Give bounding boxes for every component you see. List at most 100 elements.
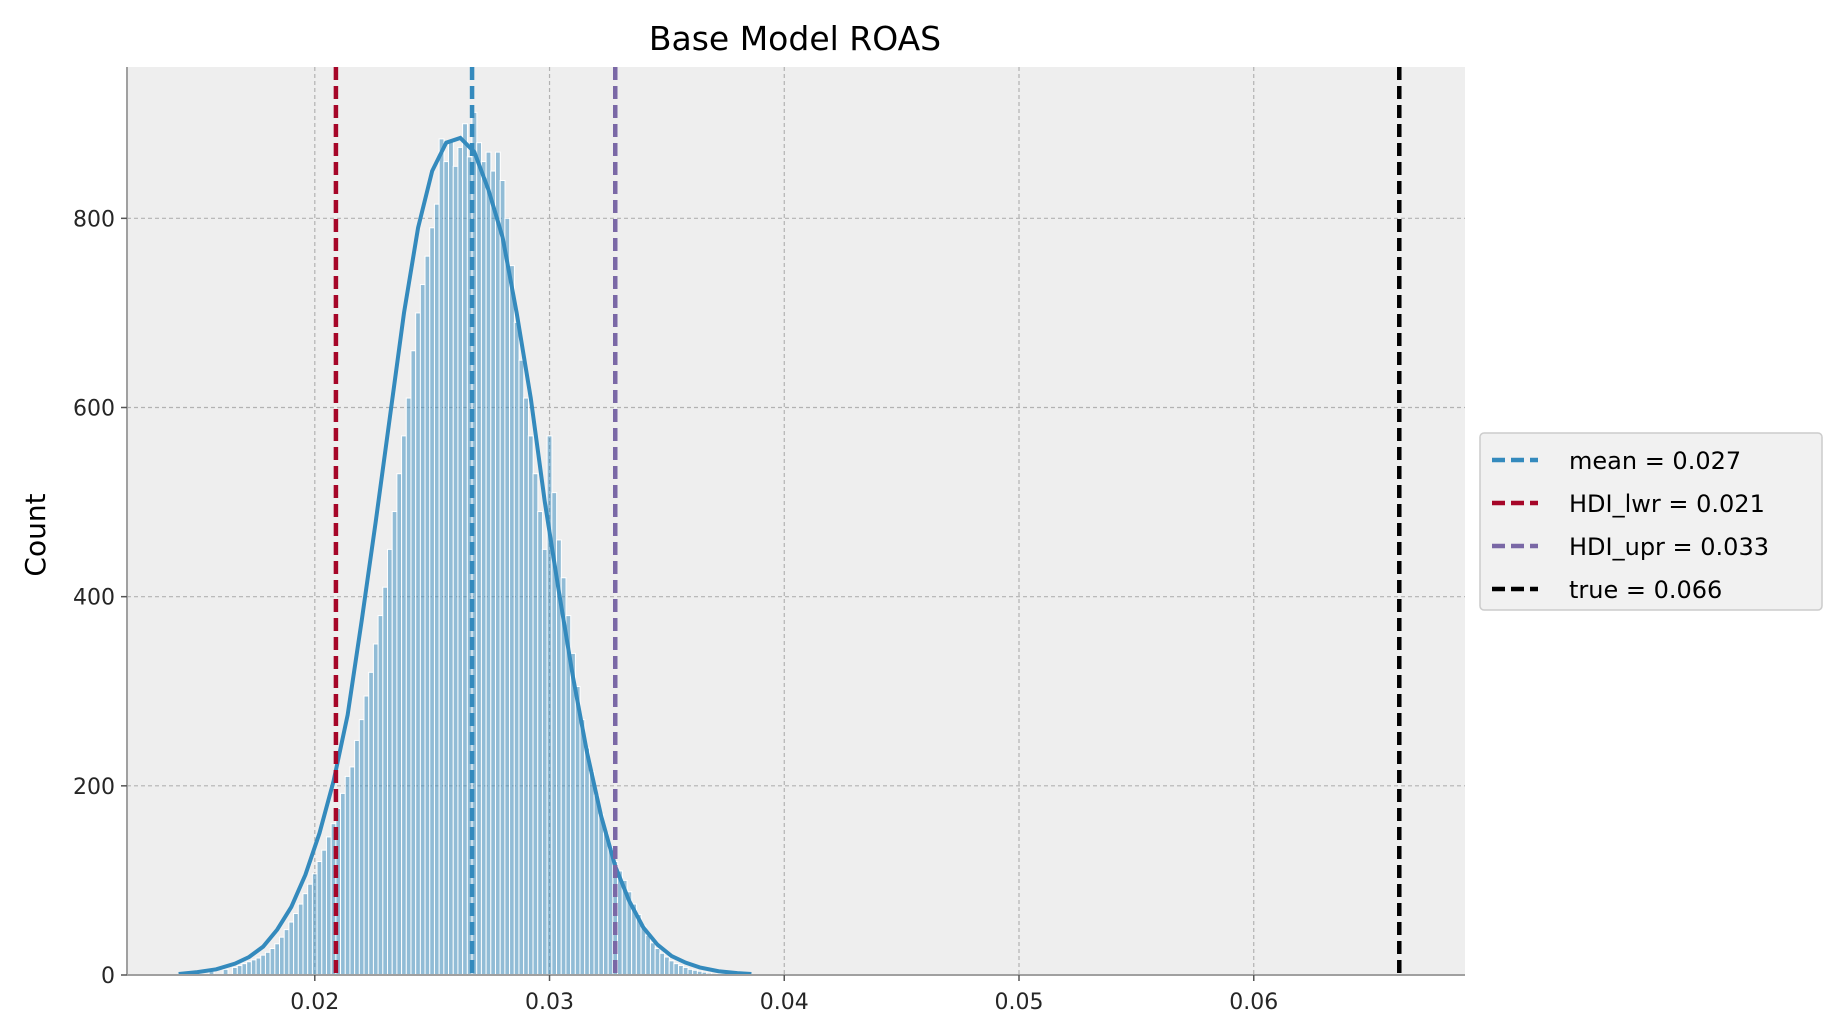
- histogram-bar: [499, 180, 506, 976]
- histogram-bar: [391, 511, 398, 976]
- histogram-bar: [372, 643, 379, 976]
- y-axis-label: Count: [19, 493, 52, 576]
- y-tick-label: 600: [73, 397, 115, 422]
- legend-label: HDI_upr = 0.033: [1569, 533, 1769, 561]
- histogram-bar: [279, 936, 285, 976]
- histogram-bar: [574, 686, 581, 976]
- y-tick-label: 200: [73, 775, 115, 800]
- histogram-bar: [344, 775, 351, 976]
- histogram-bar: [288, 921, 295, 976]
- histogram-bar: [480, 161, 487, 976]
- histogram-bar: [640, 925, 647, 976]
- histogram-bar: [579, 719, 586, 976]
- x-tick-label: 0.03: [525, 990, 574, 1015]
- histogram-bar: [570, 652, 576, 976]
- histogram-bar: [363, 695, 370, 976]
- x-tick-label: 0.04: [760, 990, 809, 1015]
- histogram-bar: [246, 961, 252, 976]
- y-tick-label: 0: [101, 964, 115, 989]
- histogram-bar: [424, 255, 431, 976]
- histogram-bar: [462, 123, 468, 976]
- histogram-bar: [232, 966, 238, 976]
- histogram-bar: [588, 771, 595, 976]
- histogram-bar: [429, 227, 436, 976]
- histogram-bar: [433, 203, 440, 976]
- histogram-bar: [443, 161, 450, 976]
- histogram-bar: [255, 957, 262, 976]
- histogram-bar: [283, 929, 290, 976]
- histogram-bar: [448, 140, 454, 976]
- histogram-bar: [485, 151, 492, 976]
- x-tick-label: 0.06: [1229, 990, 1278, 1015]
- y-axis: 0 200 400 600 800: [73, 67, 128, 989]
- y-tick-label: 400: [73, 586, 115, 611]
- kde-curve: [178, 135, 752, 977]
- legend-label: mean = 0.027: [1569, 447, 1741, 475]
- histogram-bar: [537, 511, 544, 976]
- histogram-bar: [518, 359, 525, 976]
- histogram-bar: [593, 794, 600, 976]
- x-tick-label: 0.05: [995, 990, 1044, 1015]
- histogram-bar: [396, 473, 403, 976]
- histogram-bar: [401, 435, 407, 976]
- histogram-bar: [513, 321, 520, 976]
- histogram-bar: [527, 435, 534, 976]
- histogram-bar: [241, 963, 248, 976]
- histogram-bar: [476, 142, 483, 976]
- histogram-bar: [645, 934, 652, 976]
- chart-title: Base Model ROAS: [649, 19, 941, 58]
- histogram-bar: [358, 719, 365, 976]
- histogram-bar: [598, 813, 605, 976]
- histogram-bar: [668, 960, 675, 976]
- histogram-bar: [321, 849, 328, 976]
- histogram-bar: [250, 959, 257, 976]
- histogram-bar: [274, 943, 281, 976]
- histogram-bar: [649, 942, 656, 976]
- histogram-bar: [654, 948, 661, 976]
- histogram-bar: [325, 836, 332, 976]
- histogram-bar: [490, 170, 497, 976]
- x-axis: 0.02 0.03 0.04 0.05 0.06: [127, 974, 1465, 1015]
- histogram-bar: [340, 792, 346, 976]
- histogram-bar: [316, 861, 323, 976]
- histogram-bar: [438, 138, 445, 976]
- legend: mean = 0.027 HDI_lwr = 0.021 HDI_upr = 0.0…: [1479, 432, 1823, 611]
- histogram-bar: [584, 747, 591, 976]
- histogram-bar: [494, 151, 501, 976]
- histogram-bar: [297, 903, 304, 976]
- histogram-bar: [663, 956, 670, 976]
- histogram-bar: [236, 965, 243, 976]
- histogram-bar: [659, 952, 666, 976]
- histogram-bar: [269, 948, 276, 976]
- histogram-bar: [264, 951, 271, 976]
- histogram-bar: [260, 954, 267, 976]
- legend-label: HDI_lwr = 0.021: [1569, 490, 1765, 518]
- histogram-bar: [302, 893, 309, 976]
- legend-box: [1479, 432, 1823, 611]
- histogram-bar: [678, 965, 684, 976]
- histogram-bar: [415, 312, 421, 976]
- histogram-bar: [541, 548, 548, 976]
- histogram-bar: [377, 615, 384, 976]
- histogram-bar: [349, 766, 356, 976]
- histogram-bar: [607, 846, 614, 976]
- histogram-bar: [509, 265, 515, 976]
- histogram-bar: [307, 883, 314, 976]
- histogram-bar: [682, 966, 689, 976]
- histogram-bar: [410, 350, 417, 976]
- histogram-bar: [293, 913, 299, 976]
- histogram-bar: [311, 873, 318, 976]
- histogram-bar: [419, 284, 426, 976]
- histogram-bar: [405, 397, 412, 976]
- legend-label: true = 0.066: [1569, 576, 1722, 604]
- histogram-bar: [673, 963, 680, 976]
- histogram-bar: [532, 473, 539, 976]
- histogram-bar: [602, 832, 609, 976]
- histogram-bar: [457, 146, 464, 976]
- y-tick-label: 800: [73, 207, 115, 232]
- histogram-bar: [523, 397, 529, 976]
- histogram-bar: [386, 548, 393, 976]
- histogram-bar: [612, 861, 619, 976]
- histogram-bar: [452, 165, 459, 976]
